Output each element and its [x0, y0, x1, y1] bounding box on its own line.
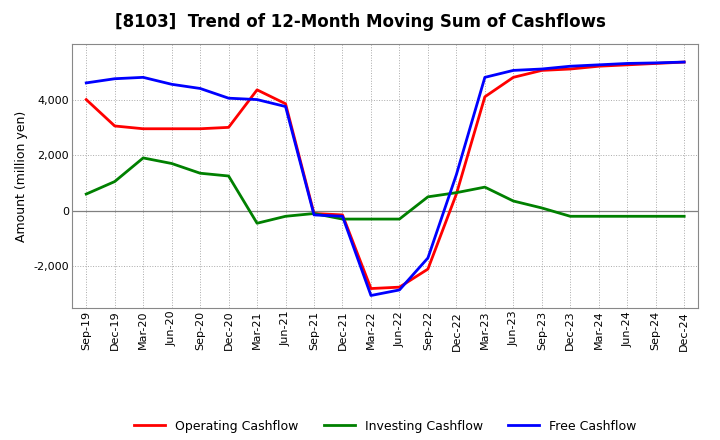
Operating Cashflow — [652, 61, 660, 66]
Operating Cashflow — [595, 64, 603, 69]
Investing Cashflow — [480, 184, 489, 190]
Free Cashflow — [282, 104, 290, 109]
Free Cashflow — [537, 66, 546, 72]
Free Cashflow — [139, 75, 148, 80]
Operating Cashflow — [366, 286, 375, 291]
Text: [8103]  Trend of 12-Month Moving Sum of Cashflows: [8103] Trend of 12-Month Moving Sum of C… — [114, 13, 606, 31]
Operating Cashflow — [480, 94, 489, 99]
Operating Cashflow — [452, 191, 461, 197]
Free Cashflow — [480, 75, 489, 80]
Investing Cashflow — [566, 214, 575, 219]
Operating Cashflow — [423, 267, 432, 272]
Investing Cashflow — [225, 173, 233, 179]
Line: Investing Cashflow: Investing Cashflow — [86, 158, 684, 223]
Investing Cashflow — [310, 211, 318, 216]
Investing Cashflow — [167, 161, 176, 166]
Free Cashflow — [167, 82, 176, 87]
Operating Cashflow — [566, 66, 575, 72]
Investing Cashflow — [338, 216, 347, 222]
Investing Cashflow — [452, 190, 461, 195]
Investing Cashflow — [680, 214, 688, 219]
Free Cashflow — [509, 68, 518, 73]
Free Cashflow — [680, 59, 688, 65]
Operating Cashflow — [537, 68, 546, 73]
Operating Cashflow — [310, 211, 318, 216]
Operating Cashflow — [253, 87, 261, 92]
Line: Free Cashflow: Free Cashflow — [86, 62, 684, 296]
Operating Cashflow — [196, 126, 204, 132]
Investing Cashflow — [110, 179, 119, 184]
Investing Cashflow — [253, 220, 261, 226]
Operating Cashflow — [282, 101, 290, 106]
Free Cashflow — [423, 255, 432, 260]
Investing Cashflow — [537, 205, 546, 211]
Y-axis label: Amount (million yen): Amount (million yen) — [15, 110, 28, 242]
Free Cashflow — [82, 80, 91, 85]
Investing Cashflow — [509, 198, 518, 204]
Investing Cashflow — [82, 191, 91, 197]
Investing Cashflow — [139, 155, 148, 161]
Operating Cashflow — [623, 62, 631, 67]
Investing Cashflow — [423, 194, 432, 199]
Operating Cashflow — [509, 75, 518, 80]
Free Cashflow — [395, 287, 404, 293]
Free Cashflow — [366, 293, 375, 298]
Investing Cashflow — [282, 214, 290, 219]
Free Cashflow — [110, 76, 119, 81]
Operating Cashflow — [338, 212, 347, 217]
Investing Cashflow — [196, 171, 204, 176]
Investing Cashflow — [366, 216, 375, 222]
Free Cashflow — [338, 214, 347, 219]
Operating Cashflow — [680, 59, 688, 65]
Free Cashflow — [623, 61, 631, 66]
Operating Cashflow — [82, 97, 91, 102]
Free Cashflow — [196, 86, 204, 91]
Investing Cashflow — [623, 214, 631, 219]
Operating Cashflow — [167, 126, 176, 132]
Free Cashflow — [566, 64, 575, 69]
Investing Cashflow — [395, 216, 404, 222]
Line: Operating Cashflow: Operating Cashflow — [86, 62, 684, 289]
Investing Cashflow — [652, 214, 660, 219]
Free Cashflow — [452, 172, 461, 177]
Investing Cashflow — [595, 214, 603, 219]
Free Cashflow — [225, 95, 233, 101]
Free Cashflow — [652, 60, 660, 66]
Free Cashflow — [310, 212, 318, 217]
Operating Cashflow — [139, 126, 148, 132]
Operating Cashflow — [395, 285, 404, 290]
Legend: Operating Cashflow, Investing Cashflow, Free Cashflow: Operating Cashflow, Investing Cashflow, … — [129, 414, 642, 437]
Free Cashflow — [595, 62, 603, 67]
Operating Cashflow — [110, 123, 119, 128]
Operating Cashflow — [225, 125, 233, 130]
Free Cashflow — [253, 97, 261, 102]
